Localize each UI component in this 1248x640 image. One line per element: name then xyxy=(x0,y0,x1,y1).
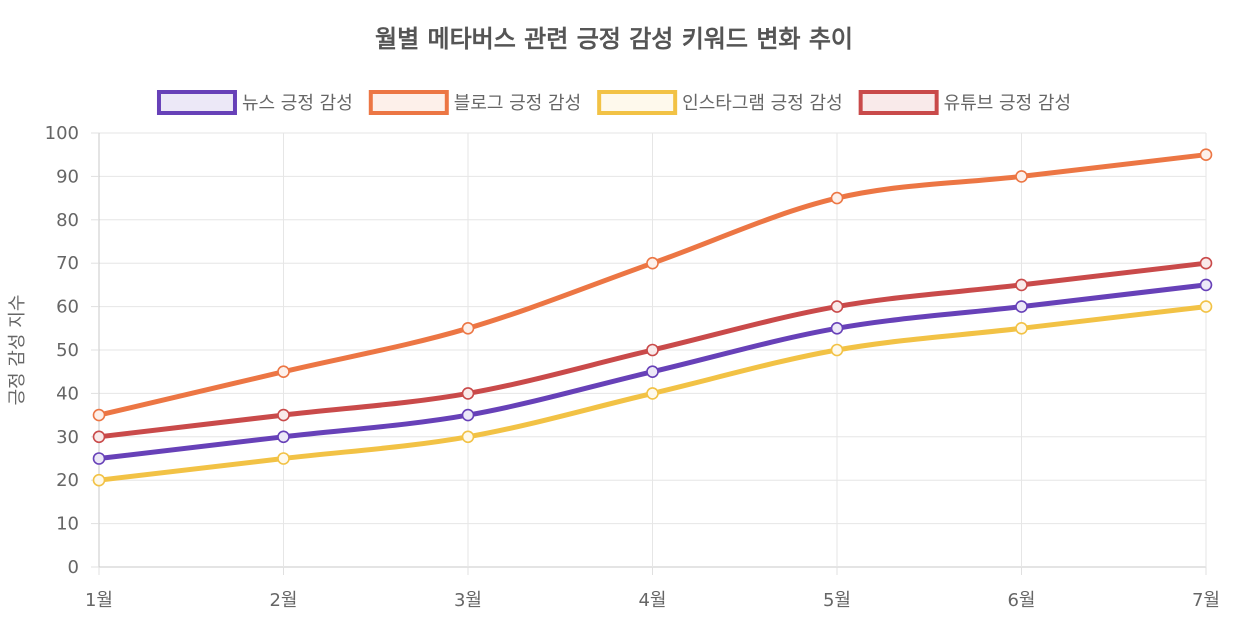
series-points xyxy=(92,148,1213,487)
y-tick-label: 30 xyxy=(56,427,79,448)
x-axis-ticks: 1월 2월 3월 4월 5월 6월 7월 xyxy=(85,590,1220,611)
data-point[interactable] xyxy=(277,430,290,444)
legend-label: 유튜브 긍정 감성 xyxy=(944,93,1071,114)
legend-label: 뉴스 긍정 감성 xyxy=(242,93,353,114)
data-point[interactable] xyxy=(830,191,844,205)
data-point[interactable] xyxy=(277,452,290,465)
data-point[interactable] xyxy=(1015,278,1028,292)
x-tick-label: 7월 xyxy=(1192,590,1220,611)
chart-title: 월별 메타버스 관련 긍정 감성 키워드 변화 추이 xyxy=(375,25,853,53)
data-point[interactable] xyxy=(1199,256,1213,270)
data-point[interactable] xyxy=(92,408,106,422)
data-point[interactable] xyxy=(646,387,659,400)
x-tick-label: 5월 xyxy=(823,590,851,611)
data-point[interactable] xyxy=(277,365,290,379)
legend-label: 블로그 긍정 감성 xyxy=(454,93,581,114)
data-point[interactable] xyxy=(277,408,290,422)
data-point[interactable] xyxy=(830,321,844,335)
legend-item[interactable]: 블로그 긍정 감성 xyxy=(368,90,581,115)
data-point[interactable] xyxy=(830,300,844,313)
y-tick-label: 20 xyxy=(56,470,79,491)
legend-swatch xyxy=(858,90,939,115)
data-point[interactable] xyxy=(646,256,659,270)
y-tick-label: 90 xyxy=(56,166,79,187)
data-point[interactable] xyxy=(92,473,106,487)
x-tick-label: 4월 xyxy=(638,590,666,611)
legend-swatch xyxy=(597,90,678,115)
data-point[interactable] xyxy=(92,430,106,444)
y-tick-label: 100 xyxy=(45,123,79,144)
data-point[interactable] xyxy=(461,430,475,444)
data-point[interactable] xyxy=(1199,300,1213,313)
legend-item[interactable]: 인스타그램 긍정 감성 xyxy=(597,90,843,115)
y-tick-label: 40 xyxy=(56,383,79,404)
data-point[interactable] xyxy=(92,452,106,465)
y-tick-label: 60 xyxy=(56,297,79,318)
y-tick-label: 0 xyxy=(68,557,79,578)
legend-label: 인스타그램 긍정 감성 xyxy=(682,93,842,114)
legend: 뉴스 긍정 감성 블로그 긍정 감성 인스타그램 긍정 감성 유튜브 긍정 감성 xyxy=(156,90,1071,115)
legend-item[interactable]: 뉴스 긍정 감성 xyxy=(156,90,353,115)
data-point[interactable] xyxy=(461,387,475,400)
data-point[interactable] xyxy=(1199,148,1213,161)
y-axis-ticks: 0 10 20 30 40 50 60 70 80 90 100 xyxy=(45,123,79,578)
y-tick-label: 50 xyxy=(56,340,79,361)
data-point[interactable] xyxy=(461,408,475,422)
y-tick-label: 80 xyxy=(56,210,79,231)
legend-swatch xyxy=(156,90,237,115)
y-tick-label: 70 xyxy=(56,253,79,274)
x-tick-label: 6월 xyxy=(1007,590,1035,611)
data-point[interactable] xyxy=(1015,321,1028,335)
data-point[interactable] xyxy=(461,321,475,335)
x-tick-label: 1월 xyxy=(85,590,113,611)
x-tick-label: 2월 xyxy=(269,590,297,611)
data-point[interactable] xyxy=(1015,170,1028,183)
x-tick-label: 3월 xyxy=(454,590,482,611)
legend-item[interactable]: 유튜브 긍정 감성 xyxy=(858,90,1071,115)
y-axis-label: 긍정 감성 지수 xyxy=(7,295,28,406)
y-tick-label: 10 xyxy=(56,514,79,535)
data-point[interactable] xyxy=(1199,278,1213,292)
legend-swatch xyxy=(368,90,449,115)
data-point[interactable] xyxy=(646,365,659,379)
data-point[interactable] xyxy=(646,343,659,357)
data-point[interactable] xyxy=(830,343,844,357)
data-point[interactable] xyxy=(1015,300,1028,313)
